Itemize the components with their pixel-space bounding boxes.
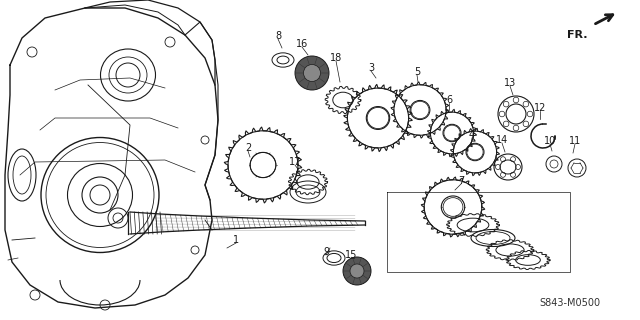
Text: 13: 13 <box>504 78 516 88</box>
Text: 17: 17 <box>289 157 301 167</box>
Text: 1: 1 <box>233 235 239 245</box>
Text: 7: 7 <box>458 176 464 186</box>
Text: 5: 5 <box>414 67 420 77</box>
Text: 14: 14 <box>496 135 508 145</box>
Circle shape <box>343 257 371 285</box>
Text: S843-M0500: S843-M0500 <box>539 298 600 308</box>
Text: 12: 12 <box>534 103 546 113</box>
Text: 18: 18 <box>330 53 342 63</box>
Text: 4: 4 <box>469 130 475 140</box>
Text: FR.: FR. <box>566 30 587 40</box>
Text: 11: 11 <box>569 136 581 146</box>
Circle shape <box>303 65 321 82</box>
Circle shape <box>350 264 364 278</box>
Text: 9: 9 <box>323 247 329 257</box>
Text: 16: 16 <box>296 39 308 49</box>
Text: 10: 10 <box>544 136 556 146</box>
Circle shape <box>295 56 329 90</box>
Text: 8: 8 <box>275 31 281 41</box>
Text: 6: 6 <box>446 95 452 105</box>
Text: 15: 15 <box>345 250 357 260</box>
Text: 2: 2 <box>245 143 251 153</box>
Text: 3: 3 <box>368 63 374 73</box>
